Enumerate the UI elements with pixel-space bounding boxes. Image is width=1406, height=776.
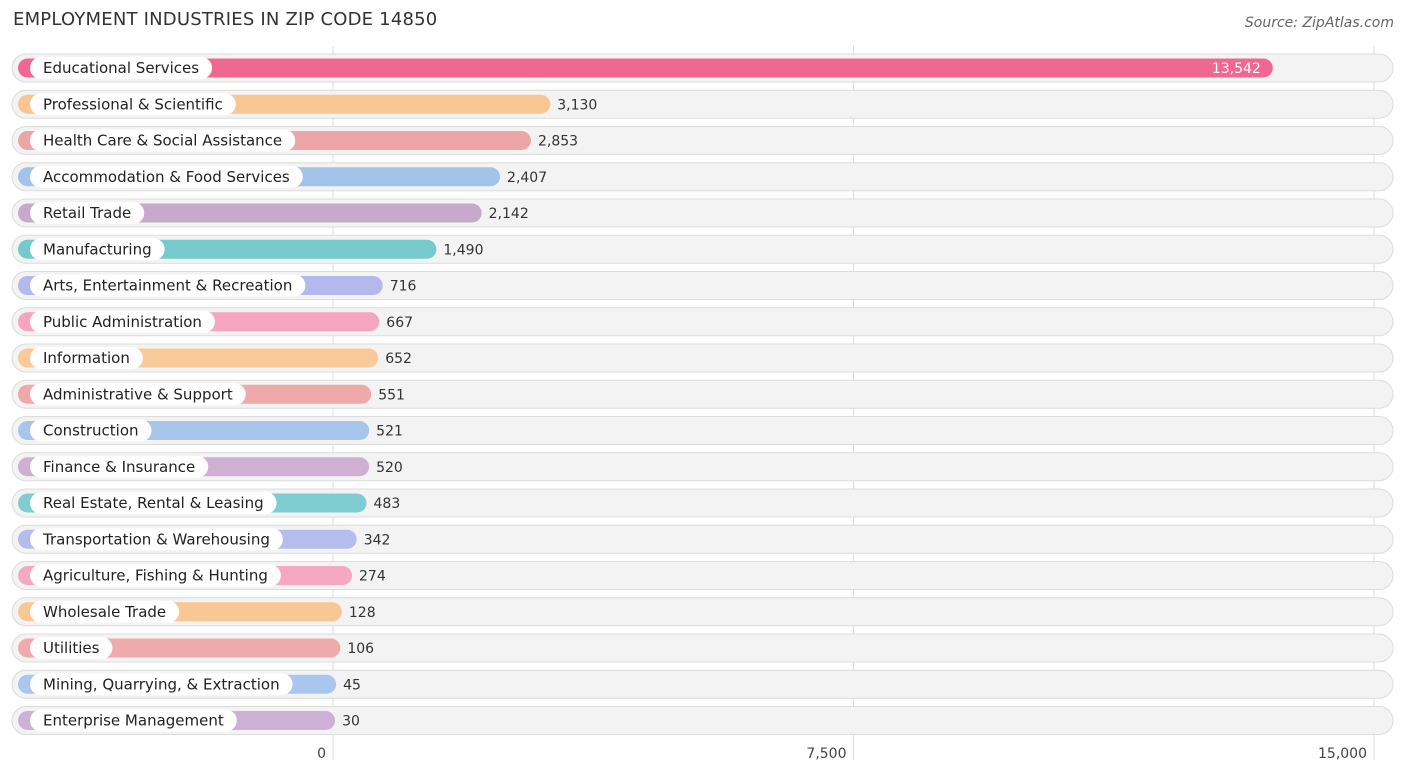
value-label: 45 — [343, 677, 361, 693]
bar-row: Finance & Insurance 520 — [11, 452, 1394, 482]
bar-row: Information 652 — [11, 343, 1394, 373]
bar-row: Professional & Scientific 3,130 — [11, 89, 1394, 119]
category-label: Professional & Scientific — [43, 95, 223, 113]
value-label: 483 — [374, 496, 401, 512]
category-label: Administrative & Support — [43, 385, 233, 403]
row-background — [11, 633, 1394, 663]
bar-row: Public Administration 667 — [11, 307, 1394, 337]
category-label-pill — [30, 93, 236, 116]
category-label: Retail Trade — [43, 204, 131, 222]
category-label: Utilities — [43, 639, 100, 657]
value-label: 106 — [347, 641, 374, 657]
category-label-pill — [30, 238, 165, 261]
category-label-pill — [30, 274, 306, 297]
bar-row: Mining, Quarrying, & Extraction 45 — [11, 669, 1394, 699]
bar-row: Accommodation & Food Services 2,407 — [11, 162, 1394, 192]
category-label-pill — [30, 455, 209, 478]
category-label-pill — [30, 310, 215, 333]
category-label-pill — [30, 165, 303, 188]
row-background — [11, 561, 1394, 590]
category-label-pill — [30, 564, 281, 587]
value-label: 551 — [378, 387, 405, 403]
category-label: Manufacturing — [43, 240, 152, 258]
category-label: Wholesale Trade — [43, 603, 166, 621]
value-label: 2,142 — [489, 206, 529, 222]
category-label-pill — [30, 673, 293, 696]
value-label: 2,853 — [538, 134, 578, 150]
value-label: 667 — [386, 315, 413, 331]
bar-row: Construction 521 — [11, 416, 1394, 445]
category-label-pill — [30, 347, 143, 369]
bar-row: Retail Trade 2,142 — [11, 198, 1394, 228]
category-label: Real Estate, Rental & Leasing — [43, 494, 264, 512]
category-label: Educational Services — [43, 59, 199, 77]
value-label: 274 — [359, 569, 386, 585]
value-label: 521 — [376, 424, 403, 440]
bar — [18, 58, 1273, 78]
bar-row: Agriculture, Fishing & Hunting 274 — [11, 561, 1394, 590]
category-label: Accommodation & Food Services — [43, 168, 290, 186]
category-label-pill — [30, 202, 145, 224]
x-tick-label: 15,000 — [1318, 746, 1367, 762]
category-label: Agriculture, Fishing & Hunting — [43, 567, 268, 585]
value-label: 3,130 — [557, 97, 597, 113]
category-label-pill — [30, 492, 277, 514]
x-axis-ticks: 0 7,500 15,000 — [317, 746, 1367, 762]
category-label-pill — [30, 709, 237, 732]
category-label: Finance & Insurance — [43, 458, 195, 476]
category-label: Health Care & Social Assistance — [43, 132, 282, 150]
value-label: 520 — [376, 460, 403, 476]
bar-row: Arts, Entertainment & Recreation 716 — [11, 271, 1394, 300]
bar-row: Manufacturing 1,490 — [11, 234, 1394, 264]
category-label-pill — [30, 528, 283, 551]
x-tick-label: 7,500 — [806, 746, 846, 762]
bar-row: Enterprise Management 30 — [11, 706, 1394, 735]
bar-row: Utilities 106 — [11, 633, 1394, 663]
category-label: Arts, Entertainment & Recreation — [43, 277, 292, 295]
source-label: Source: ZipAtlas.com — [1244, 15, 1394, 31]
chart-title: EMPLOYMENT INDUSTRIES IN ZIP CODE 14850 — [13, 9, 438, 30]
category-label-pill — [30, 383, 246, 406]
value-label: 716 — [390, 279, 417, 295]
category-label: Information — [43, 349, 130, 367]
category-label: Construction — [43, 422, 139, 440]
value-label: 2,407 — [507, 170, 547, 186]
category-label-pill — [30, 57, 213, 79]
bar-row: Health Care & Social Assistance 2,853 — [11, 126, 1394, 155]
category-label-pill — [30, 600, 180, 623]
row-background — [11, 524, 1394, 554]
value-label: 652 — [385, 351, 412, 367]
category-label: Transportation & Warehousing — [42, 530, 270, 548]
bar-row: Transportation & Warehousing 342 — [11, 524, 1394, 554]
category-label-pill — [30, 637, 113, 659]
value-label: 30 — [342, 714, 360, 730]
category-label: Enterprise Management — [43, 712, 224, 730]
bar-row: Real Estate, Rental & Leasing 483 — [11, 488, 1394, 518]
value-label: 1,490 — [443, 242, 483, 258]
category-label-pill — [30, 129, 296, 152]
bar-row: Administrative & Support 551 — [11, 379, 1394, 409]
row-background — [11, 669, 1394, 699]
row-background — [11, 597, 1394, 627]
x-tick-label: 0 — [317, 746, 326, 762]
category-label-pill — [30, 419, 152, 442]
bar-row: Educational Services 13,542 — [11, 53, 1394, 83]
value-label: 128 — [349, 605, 376, 621]
bar-row: Wholesale Trade 128 — [11, 597, 1394, 627]
bar-rows: Educational Services 13,542 Professional &… — [11, 53, 1394, 735]
value-label: 13,542 — [1212, 61, 1261, 77]
category-label: Public Administration — [43, 313, 202, 331]
value-label: 342 — [364, 532, 391, 548]
row-background — [11, 706, 1394, 735]
category-label: Mining, Quarrying, & Extraction — [43, 675, 280, 693]
